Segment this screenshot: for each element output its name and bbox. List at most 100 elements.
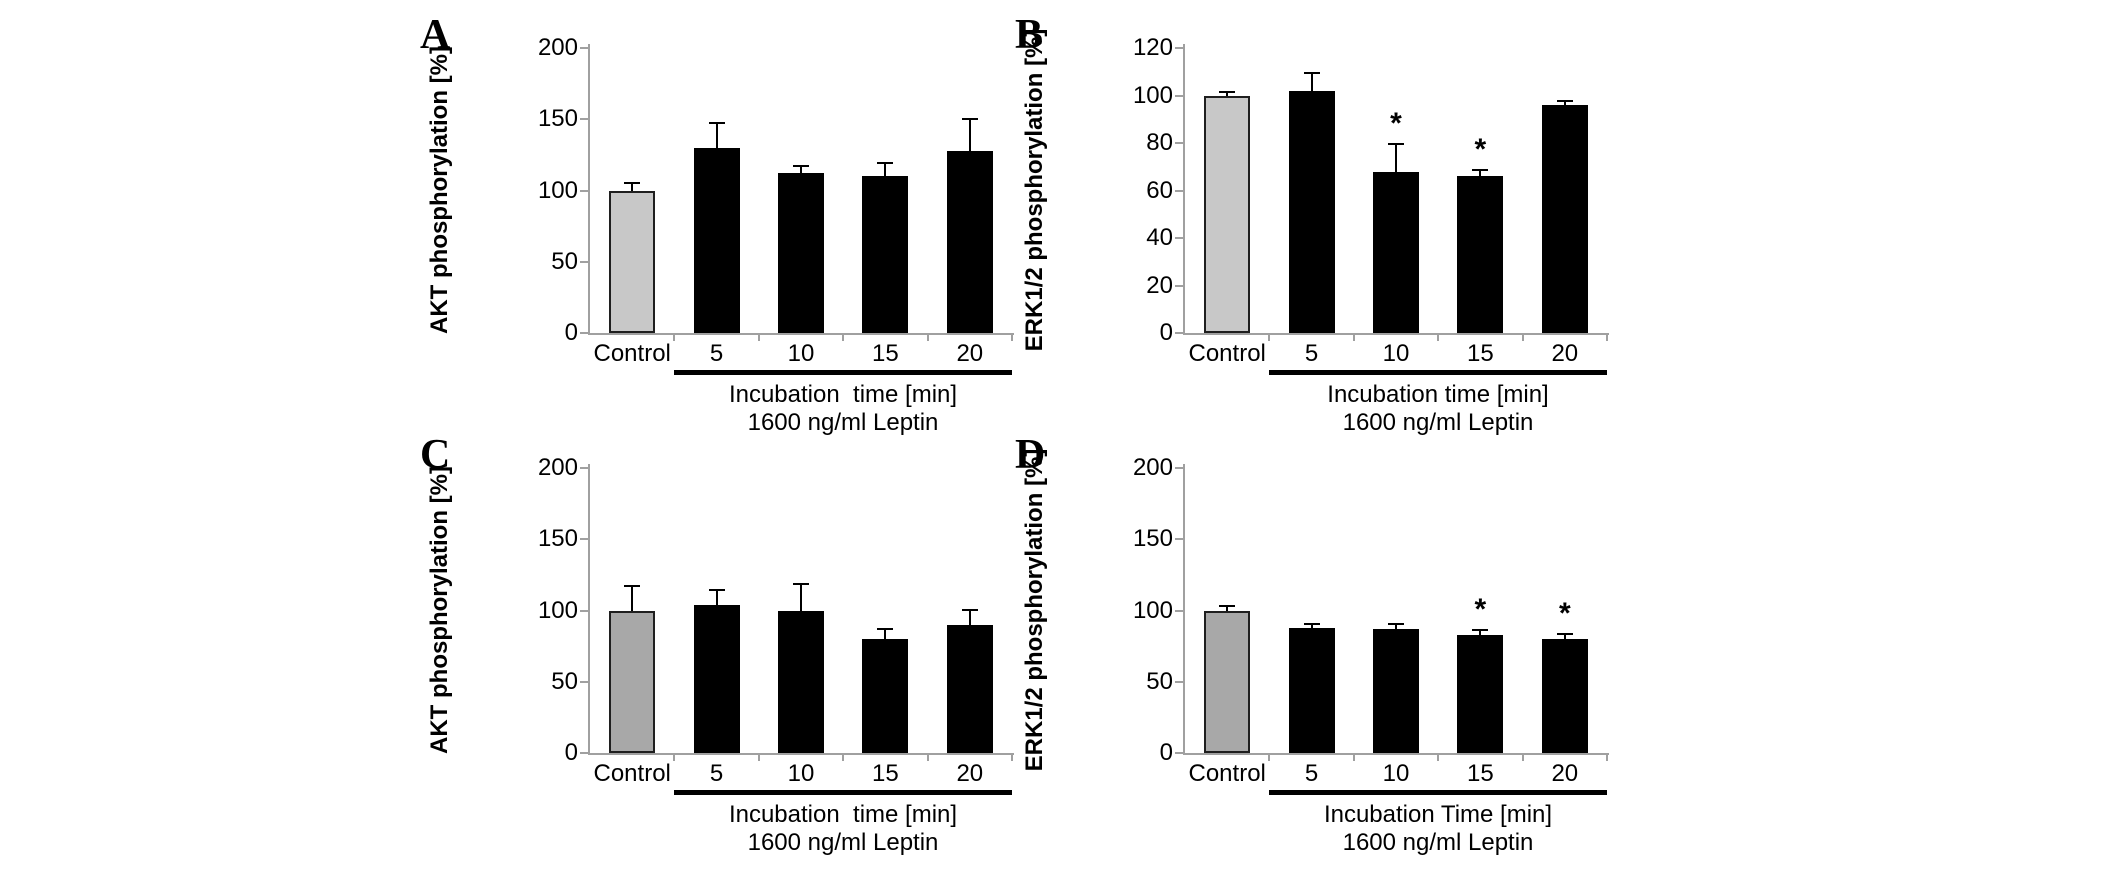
error-bar [1563,100,1566,105]
y-tick-label: 200 [1132,454,1173,481]
x-tick-mark [1268,753,1271,761]
x-axis-line [588,753,1014,755]
error-bar [631,584,634,611]
y-tick-label: 200 [537,454,578,481]
x-tick-label: Control [593,760,671,787]
bar-10min [1373,629,1419,753]
error-bar-cap [1219,90,1236,93]
plot-area: * * [1185,468,1607,753]
y-tick-label: 0 [1159,319,1173,346]
x-tick-label: 10 [1382,760,1410,787]
panel-letter: D [1015,432,1046,478]
error-bar [1395,623,1397,630]
y-tick-label: 40 [1146,224,1173,251]
x-tick-mark [673,753,676,761]
x-tick-mark [1606,753,1608,761]
error-bar-cap [961,117,978,120]
x-tick-label: 5 [1304,760,1319,787]
x-tick-mark [926,333,929,341]
bar-10min [778,173,824,333]
bar-15min [1457,634,1504,753]
x-tick-label: 20 [1551,760,1579,787]
bar-control [609,190,656,333]
y-tick-mark [1175,94,1183,97]
x-tick-mark [842,753,845,761]
x-tick-label: Control [1188,340,1266,367]
error-bar-cap [1388,623,1404,626]
y-tick-mark [580,332,588,334]
y-tick-mark [580,752,588,754]
error-bar-cap [1556,100,1573,103]
plot-area [590,48,1012,333]
plot-area [590,468,1012,753]
y-tick-label: 150 [537,105,578,133]
bar-control [609,610,656,753]
error-bar-cap [1472,169,1489,172]
treatment-label: 1600 ng/ml Leptin [747,829,939,856]
error-bar [884,627,887,639]
bar-5min [1288,90,1335,333]
error-bar-cap [793,583,809,586]
x-axis-line [1183,753,1609,755]
error-bar-cap [961,609,978,612]
y-tick-label: 50 [551,247,578,275]
x-tick-mark [757,333,760,341]
bar-5min [693,147,740,333]
y-tick-label: 0 [564,319,578,346]
y-tick-mark [580,680,588,683]
x-tick-label: 10 [787,760,815,787]
significance-asterisk: * [1558,597,1571,631]
error-bar [1395,143,1397,172]
plot-area: * * [1185,48,1607,333]
error-bar [968,117,971,151]
y-tick-label: 100 [537,176,578,204]
error-bar-cap [877,627,894,630]
x-tick-label: 5 [1304,340,1319,367]
y-axis-line [588,44,590,335]
significance-asterisk: * [1474,593,1487,627]
y-axis-line [1183,44,1185,335]
treatment-group-line [674,370,1012,375]
panel-letter: B [1015,12,1044,58]
error-bar [1563,633,1566,639]
treatment-group-line [1269,370,1607,375]
x-tick-mark [757,753,760,761]
error-bar-cap [1219,604,1236,607]
y-axis-line [1183,464,1185,755]
y-axis-label: ERK1/2 phosphorylation [%] [1021,448,1048,772]
error-bar-cap [624,584,641,587]
error-bar [1226,604,1229,611]
error-bar [715,589,718,605]
y-tick-mark [580,260,588,263]
y-tick-label: 20 [1146,271,1173,299]
treatment-label: 1600 ng/ml Leptin [1342,829,1534,856]
x-tick-mark [1011,333,1013,341]
y-tick-mark [1175,467,1183,469]
error-bar-cap [1556,633,1573,636]
x-tick-label: 15 [872,760,899,787]
x-tick-label: 5 [709,760,724,787]
x-tick-label: 20 [1551,340,1579,367]
x-tick-label: 20 [956,340,984,367]
x-axis-title: Incubation Time [min] [1323,801,1553,828]
error-bar [884,162,887,177]
bar-10min [778,610,824,753]
panel-c: C AKT phosphorylation [%] 0 50 100 150 200 C… [290,430,1068,876]
y-tick-mark [580,467,588,469]
y-tick-label: 100 [1132,81,1173,109]
y-tick-mark [1175,284,1183,287]
y-tick-mark [1175,332,1183,334]
y-tick-label: 120 [1132,34,1173,61]
bar-15min [862,176,909,333]
x-tick-label: Control [1188,760,1266,787]
bar-15min [1457,176,1504,333]
y-tick-mark [1175,752,1183,754]
y-axis-line [588,464,590,755]
error-bar-cap [624,181,641,184]
error-bar [800,164,802,174]
x-tick-label: 20 [956,760,984,787]
y-tick-label: 50 [1146,667,1173,695]
error-bar [1479,169,1482,177]
y-tick-label: 0 [1159,739,1173,766]
y-tick-label: 100 [537,596,578,624]
